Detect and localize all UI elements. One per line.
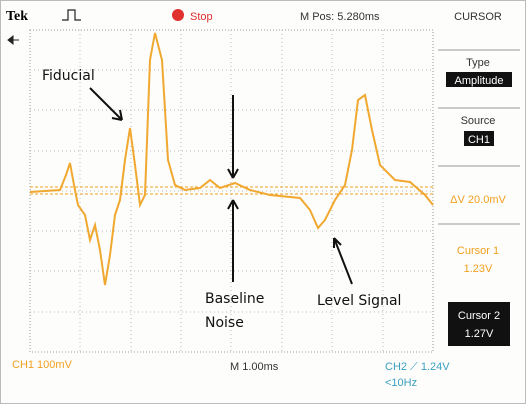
menu-title: CURSOR xyxy=(454,11,502,23)
trigger-readout: CH2 ⟋ 1.24V xyxy=(385,361,450,373)
annotation-level: Level Signal xyxy=(317,293,401,309)
status: Stop xyxy=(190,11,213,23)
menu-label[interactable]: Cursor 2 xyxy=(458,310,500,322)
menu-label: Type xyxy=(466,57,490,69)
stop-icon xyxy=(172,9,184,21)
frame xyxy=(1,1,526,404)
brand: Tek xyxy=(6,9,28,24)
menu-value: 1.27V xyxy=(465,328,494,340)
annotation-baseline: Baseline xyxy=(205,291,264,307)
delta-readout: ΔV 20.0mV xyxy=(450,194,506,206)
frequency: <10Hz xyxy=(385,377,417,389)
menu-label[interactable]: Cursor 1 xyxy=(457,245,499,257)
annotation-noise: Noise xyxy=(205,315,244,331)
menu-label: Source xyxy=(461,115,496,127)
position: M Pos: 5.280ms xyxy=(300,11,380,23)
scope-screenshot: Tek Stop M Pos: 5.280ms CURSOR Fiducial … xyxy=(0,0,526,404)
menu-value[interactable]: Amplitude xyxy=(455,75,504,87)
annotation-fiducial: Fiducial xyxy=(42,68,95,84)
channel-readout: CH1 100mV xyxy=(12,359,73,371)
menu-value: 1.23V xyxy=(464,263,493,275)
menu-value[interactable]: CH1 xyxy=(468,134,490,146)
timebase: M 1.00ms xyxy=(230,361,279,373)
